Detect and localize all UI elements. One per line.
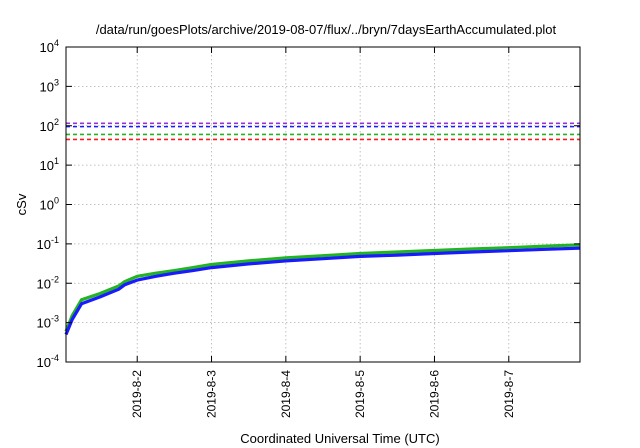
reference-lines — [66, 122, 580, 141]
y-tick-label: 104 — [40, 38, 59, 55]
y-tick-label: 102 — [40, 117, 59, 134]
y-tick-label: 101 — [40, 156, 59, 173]
axis-ticks: 10-4 10-3 10-2 10-1 100 101 102 103 104 2019-8-2 2… — [37, 38, 580, 418]
grid-lines — [66, 47, 580, 362]
y-tick-label: 10-1 — [37, 235, 59, 252]
x-tick-label: 2019-8-6 — [427, 370, 441, 418]
x-tick-label: 2019-8-3 — [205, 370, 219, 418]
series-line — [64, 246, 581, 336]
x-tick-label: 2019-8-5 — [353, 370, 367, 418]
y-axis-label: cSv — [14, 193, 29, 215]
x-tick-label: 2019-8-2 — [130, 370, 144, 418]
y-tick-label: 10-4 — [37, 353, 59, 370]
y-tick-label: 10-2 — [37, 274, 59, 291]
chart-title: /data/run/goesPlots/archive/2019-08-07/f… — [96, 22, 557, 37]
series-line — [64, 243, 581, 332]
y-tick-label: 100 — [40, 196, 59, 213]
y-tick-label: 103 — [40, 77, 59, 94]
x-tick-label: 2019-8-7 — [502, 370, 516, 418]
y-tick-label: 10-3 — [37, 314, 59, 331]
x-axis-label: Coordinated Universal Time (UTC) — [240, 431, 439, 446]
x-tick-label: 2019-8-4 — [279, 370, 293, 418]
series-group — [64, 243, 581, 336]
